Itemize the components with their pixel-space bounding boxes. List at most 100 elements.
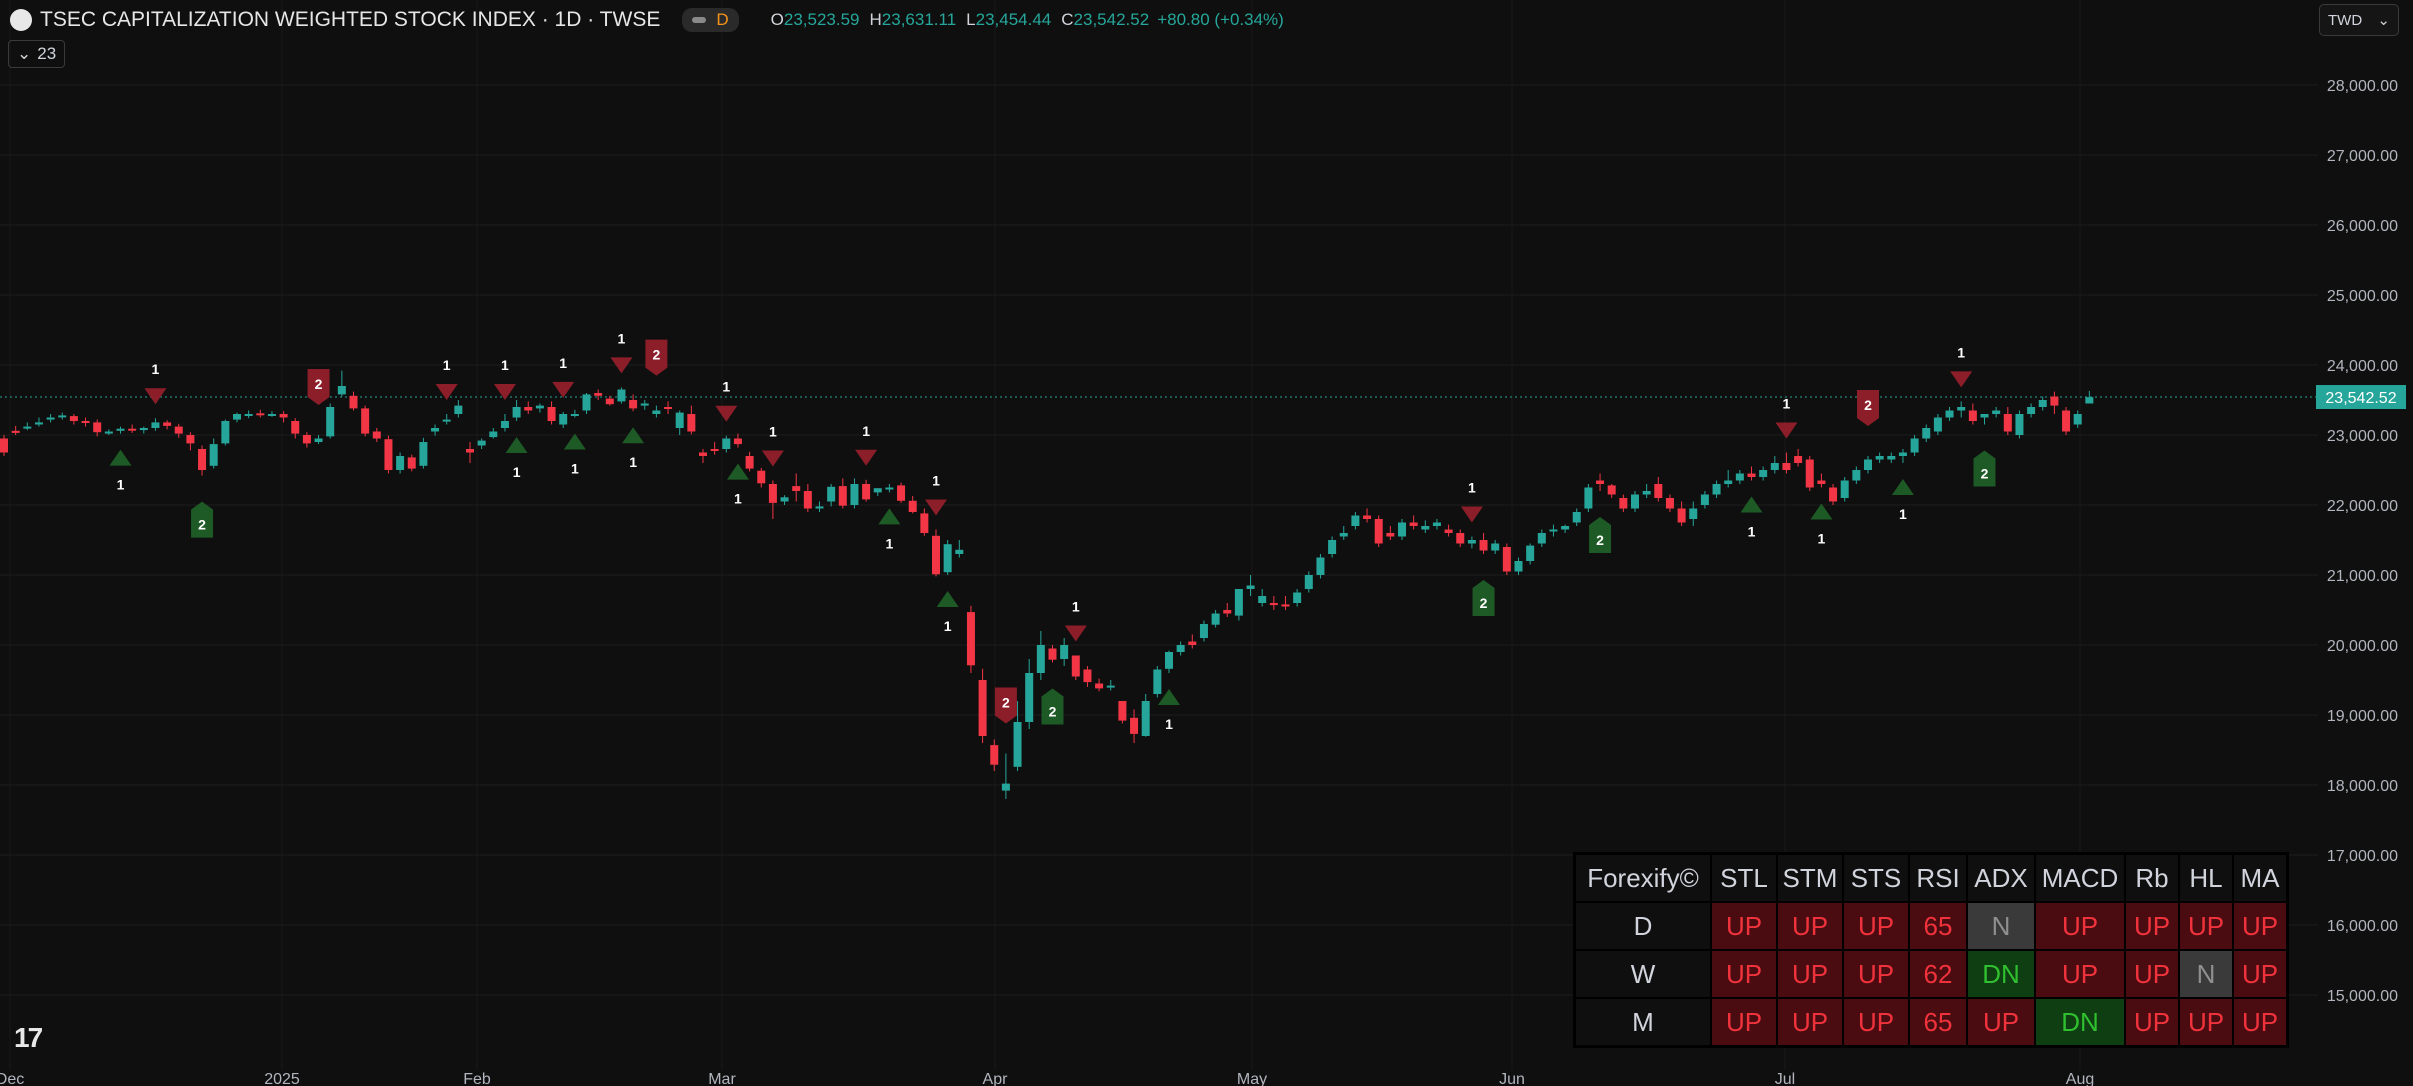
candle-body bbox=[291, 421, 300, 434]
x-tick-label: Feb bbox=[463, 1071, 491, 1086]
candle-body bbox=[104, 431, 113, 434]
x-tick-label: Jun bbox=[1499, 1071, 1525, 1086]
symbol-title[interactable]: TSEC CAPITALIZATION WEIGHTED STOCK INDEX… bbox=[40, 8, 661, 31]
market-status-badge[interactable]: D bbox=[682, 8, 739, 32]
forexify-header-row: Forexify© STL STM STS RSI ADX MACD Rb HL… bbox=[1573, 852, 2289, 903]
candle-body bbox=[267, 414, 276, 416]
col-sts: STS bbox=[1842, 852, 1910, 903]
candle-body bbox=[1759, 470, 1768, 477]
candle-body bbox=[722, 438, 731, 449]
candle-body bbox=[1922, 428, 1931, 439]
sell-signal-marker bbox=[610, 357, 633, 374]
buy-signal-label: 2 bbox=[1480, 595, 1488, 611]
buy-signal-label: 1 bbox=[117, 477, 125, 493]
candle-body bbox=[1351, 515, 1360, 526]
candle-body bbox=[617, 389, 626, 402]
candle-body bbox=[1980, 414, 1989, 418]
forexify-cell: UP bbox=[2178, 901, 2234, 951]
low-key: L bbox=[966, 10, 976, 29]
candle-body bbox=[209, 444, 218, 466]
sell-signal-label: 1 bbox=[862, 423, 870, 439]
col-rb: Rb bbox=[2124, 852, 2180, 903]
candle-body bbox=[233, 414, 241, 420]
candle-body bbox=[1992, 410, 2001, 414]
candle-body bbox=[1293, 592, 1302, 603]
sell-signal-marker bbox=[144, 388, 167, 405]
candle-body bbox=[1083, 669, 1092, 683]
open-value: 23,523.59 bbox=[783, 10, 860, 29]
buy-signal-label: 2 bbox=[1049, 704, 1057, 720]
candle-body bbox=[757, 470, 766, 484]
candle-body bbox=[1269, 603, 1278, 606]
candle-body bbox=[1479, 540, 1488, 551]
candle-body bbox=[93, 422, 102, 433]
candle-body bbox=[1001, 783, 1010, 791]
buy-signal-label: 1 bbox=[571, 461, 579, 477]
candle-body bbox=[1141, 701, 1150, 736]
candle-body bbox=[0, 438, 8, 453]
candle-body bbox=[780, 497, 789, 502]
col-stl: STL bbox=[1710, 852, 1778, 903]
tradingview-logo-icon[interactable]: 17 bbox=[14, 1022, 43, 1053]
buy-signal-marker bbox=[191, 501, 214, 538]
candle-body bbox=[687, 414, 696, 432]
buy-signal-marker bbox=[1472, 580, 1495, 616]
sell-signal-marker bbox=[645, 339, 668, 376]
y-tick-label: 28,000.00 bbox=[2327, 78, 2398, 95]
buy-signal-marker bbox=[1158, 689, 1180, 705]
candle-body bbox=[151, 422, 160, 428]
buy-signal-label: 1 bbox=[1818, 531, 1826, 547]
candle-body bbox=[838, 486, 847, 506]
col-hl: HL bbox=[2178, 852, 2234, 903]
candle-body bbox=[163, 422, 172, 426]
forexify-cell: 65 bbox=[1908, 997, 1968, 1048]
x-tick-label: May bbox=[1237, 1071, 1267, 1086]
candle-body bbox=[885, 487, 894, 490]
forexify-cell: UP bbox=[2124, 901, 2180, 951]
sell-signal-marker bbox=[855, 449, 878, 466]
candle-body bbox=[2003, 414, 2012, 432]
forexify-cell: UP bbox=[1842, 949, 1910, 999]
candle-body bbox=[2073, 414, 2082, 425]
candle-body bbox=[1223, 610, 1232, 614]
candle-body bbox=[1456, 533, 1465, 544]
candle-body bbox=[850, 484, 859, 505]
change-value: +80.80 (+0.34%) bbox=[1157, 10, 1284, 29]
candle-body bbox=[1246, 585, 1255, 589]
candle-body bbox=[640, 403, 649, 406]
candle-body bbox=[1817, 480, 1826, 484]
candle-body bbox=[629, 400, 638, 409]
candle-body bbox=[454, 405, 463, 414]
forexify-table: Forexify© STL STM STS RSI ADX MACD Rb HL… bbox=[1573, 852, 2289, 1048]
candle-body bbox=[1199, 624, 1208, 638]
forexify-cell: UP bbox=[2232, 949, 2289, 999]
close-key: C bbox=[1061, 10, 1074, 29]
candle-body bbox=[1712, 484, 1721, 495]
forexify-cell: UP bbox=[1776, 901, 1844, 951]
candle-body bbox=[1467, 540, 1476, 544]
buy-signal-marker bbox=[622, 427, 645, 444]
candle-body bbox=[2015, 414, 2024, 435]
last-price-label: 23,542.52 bbox=[2325, 390, 2396, 407]
candle-body bbox=[302, 435, 311, 444]
candle-body bbox=[1875, 456, 1884, 460]
candle-body bbox=[943, 544, 952, 573]
candle-body bbox=[442, 419, 451, 422]
y-tick-label: 21,000.00 bbox=[2327, 568, 2398, 585]
candle-body bbox=[1374, 519, 1383, 544]
candle-body bbox=[279, 414, 288, 418]
candle-body bbox=[1735, 473, 1744, 481]
sell-signal-marker bbox=[1775, 422, 1798, 439]
indicators-toggle-button[interactable]: ⌄ 23 bbox=[8, 40, 66, 68]
x-tick-label: Aug bbox=[2066, 1071, 2094, 1086]
currency-button[interactable]: TWD ⌄ bbox=[2319, 4, 2399, 36]
sell-signal-marker bbox=[435, 384, 458, 400]
buy-signal-marker bbox=[1740, 496, 1763, 513]
candle-body bbox=[1316, 557, 1325, 575]
candle-body bbox=[1607, 485, 1616, 495]
candle-body bbox=[1840, 480, 1849, 498]
sell-signal-label: 1 bbox=[1783, 396, 1791, 412]
candle-body bbox=[1887, 456, 1896, 460]
y-tick-label: 20,000.00 bbox=[2327, 638, 2398, 655]
